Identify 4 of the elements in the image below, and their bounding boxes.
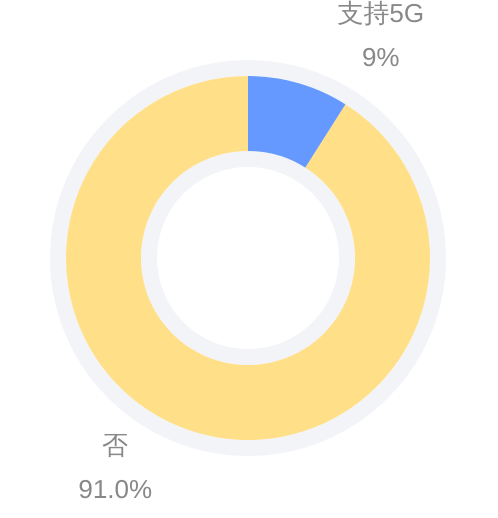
- slice-label: 支持5G: [337, 0, 424, 28]
- slice-label: 否: [102, 430, 128, 460]
- data-label: 9%: [362, 42, 400, 72]
- data-label: 91.0%: [78, 474, 152, 504]
